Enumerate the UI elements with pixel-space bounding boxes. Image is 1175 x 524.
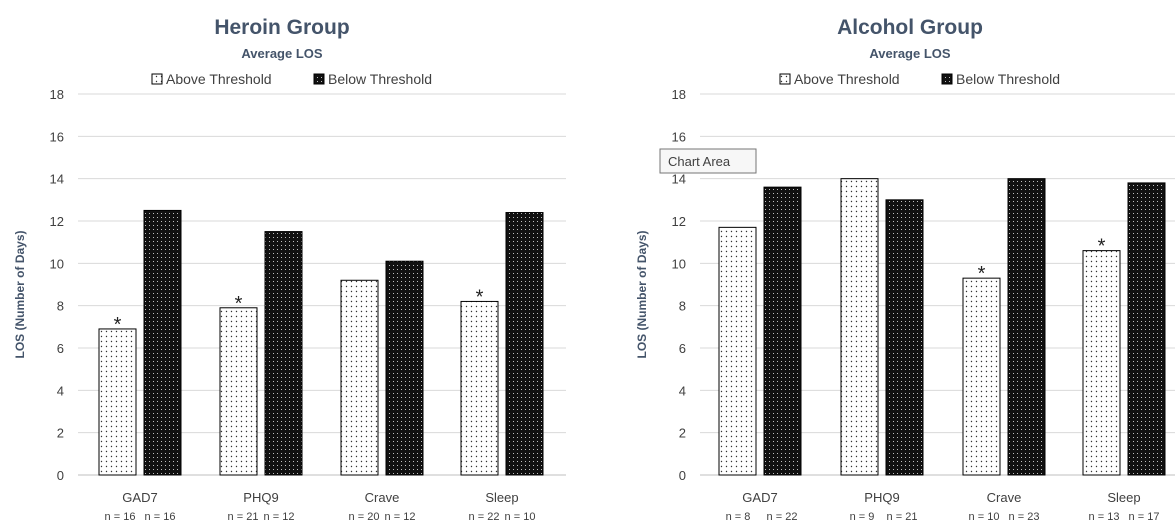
sample-size-label: n = 13: [1089, 511, 1120, 523]
sample-size-label: n = 9: [850, 511, 875, 523]
bar-sleep-above: [1082, 250, 1121, 476]
x-tick-label: Crave: [987, 490, 1022, 505]
sample-size-label: n = 23: [1009, 511, 1040, 523]
x-tick-label: Crave: [365, 490, 400, 505]
tooltip-box: [659, 148, 757, 174]
y-tick-label: 2: [679, 426, 686, 441]
bar-sleep-below: [1127, 182, 1166, 476]
sample-size-label: n = 10: [505, 511, 536, 523]
chart-1: Alcohol Group Average LOS Above Threshold B…: [635, 16, 1175, 523]
sample-size-label: n = 16: [145, 511, 176, 523]
x-tick-label: Sleep: [1107, 490, 1140, 505]
significance-marker: *: [114, 314, 122, 336]
legend-swatch-0: [151, 73, 163, 85]
sample-size-label: n = 21: [887, 511, 918, 523]
legend: Above Threshold Below Threshold: [151, 71, 432, 87]
x-tick-label: GAD7: [122, 490, 157, 505]
y-axis-label: LOS (Number of Days): [13, 230, 27, 358]
bar-sleep-above: [460, 300, 499, 476]
y-tick-label: 16: [50, 129, 64, 144]
y-tick-label: 10: [672, 256, 686, 271]
y-tick-label: 18: [50, 87, 64, 102]
y-tick-label: 18: [672, 87, 686, 102]
y-tick-label: 16: [672, 129, 686, 144]
sample-size-label: n = 12: [264, 511, 295, 523]
chart-0: Heroin Group Average LOS Above Threshold Be…: [13, 16, 566, 523]
significance-marker: *: [1098, 236, 1106, 258]
x-tick-label: PHQ9: [243, 490, 278, 505]
y-tick-label: 8: [679, 299, 686, 314]
y-tick-label: 12: [50, 214, 64, 229]
bar-phq9-below: [264, 231, 303, 476]
y-tick-label: 14: [672, 172, 686, 187]
y-tick-label: 8: [57, 299, 64, 314]
y-tick-label: 6: [57, 341, 64, 356]
bar-sleep-below: [505, 212, 544, 476]
bar-crave-below: [1007, 178, 1046, 476]
significance-marker: *: [476, 286, 484, 308]
y-tick-label: 14: [50, 172, 64, 187]
significance-marker: *: [978, 263, 986, 285]
legend-label-1: Below Threshold: [328, 71, 432, 87]
charts-root: Heroin Group Average LOS Above Threshold Be…: [13, 16, 1175, 523]
legend-swatch-0: [779, 73, 791, 85]
y-tick-label: 4: [57, 383, 64, 398]
bar-gad7-above: [718, 226, 757, 476]
x-tick-label: PHQ9: [864, 490, 899, 505]
bar-crave-above: [962, 277, 1001, 476]
bar-crave-above: [340, 279, 379, 476]
legend-swatch-1: [941, 73, 953, 85]
y-tick-label: 2: [57, 426, 64, 441]
legend: Above Threshold Below Threshold: [779, 71, 1060, 87]
y-tick-label: 12: [672, 214, 686, 229]
bar-phq9-below: [885, 199, 924, 476]
sample-size-label: n = 20: [349, 511, 380, 523]
sample-size-label: n = 16: [105, 511, 136, 523]
bar-gad7-below: [143, 209, 182, 476]
tooltip-text: Chart Area: [668, 154, 731, 169]
legend-label-0: Above Threshold: [794, 71, 900, 87]
x-tick-label: GAD7: [742, 490, 777, 505]
chart-subtitle: Average LOS: [241, 46, 322, 61]
sample-size-label: n = 8: [726, 511, 751, 523]
legend-label-0: Above Threshold: [166, 71, 272, 87]
bar-phq9-above: [219, 307, 258, 476]
legend-label-1: Below Threshold: [956, 71, 1060, 87]
x-tick-label: Sleep: [485, 490, 518, 505]
y-tick-label: 0: [57, 468, 64, 483]
bar-crave-below: [385, 260, 424, 476]
sample-size-label: n = 22: [469, 511, 500, 523]
y-axis-label: LOS (Number of Days): [635, 230, 649, 358]
sample-size-label: n = 12: [385, 511, 416, 523]
chart-title: Heroin Group: [214, 16, 349, 39]
chart-area-tooltip: Chart Area: [659, 148, 757, 174]
sample-size-label: n = 10: [969, 511, 1000, 523]
bar-phq9-above: [840, 178, 879, 476]
sample-size-label: n = 21: [228, 511, 259, 523]
legend-swatch-1: [313, 73, 325, 85]
chart-title: Alcohol Group: [837, 16, 983, 39]
bar-gad7-below: [763, 186, 802, 476]
y-tick-label: 4: [679, 383, 686, 398]
sample-size-label: n = 22: [767, 511, 798, 523]
sample-size-label: n = 17: [1129, 511, 1160, 523]
bar-gad7-above: [98, 328, 137, 476]
y-tick-label: 0: [679, 468, 686, 483]
y-tick-label: 10: [50, 256, 64, 271]
chart-subtitle: Average LOS: [869, 46, 950, 61]
significance-marker: *: [235, 293, 243, 315]
y-tick-label: 6: [679, 341, 686, 356]
